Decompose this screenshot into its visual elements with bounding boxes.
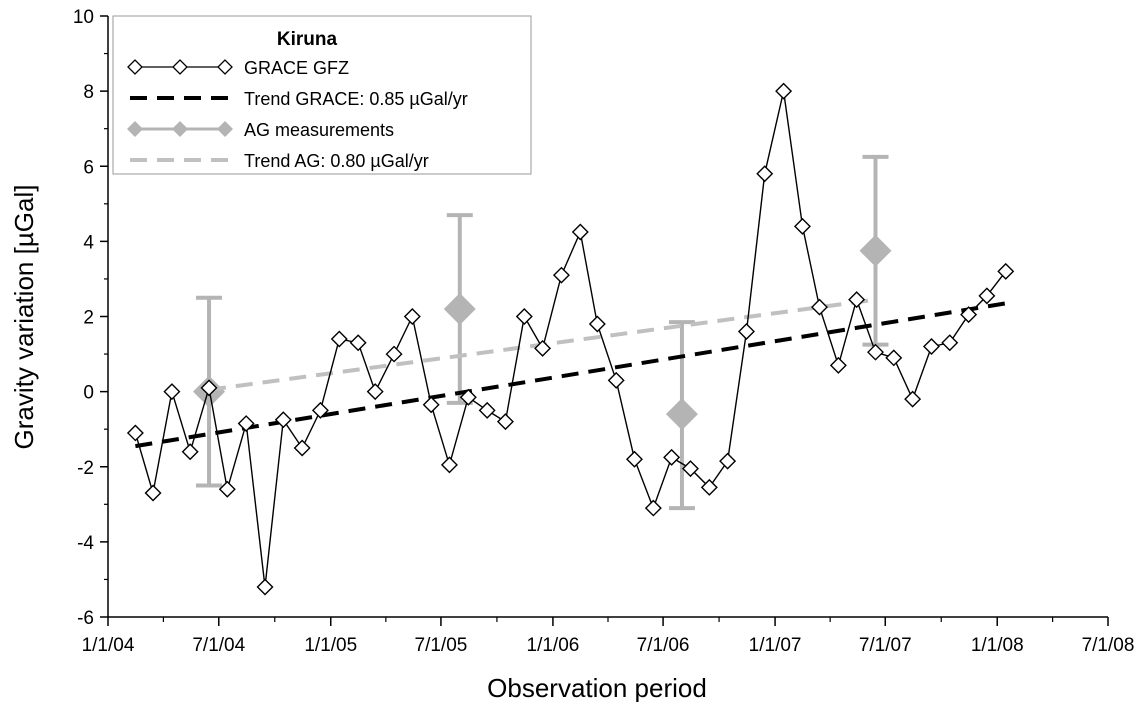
x-tick-label: 7/1/06 xyxy=(637,635,690,656)
x-tick-label: 1/1/07 xyxy=(749,635,802,656)
grace-point xyxy=(663,448,681,466)
axes-layer: -6 -4 -2 0 2 4 6 8 10 1/1/04 7/1/04 1/1/05 7/1/05 1/1… xyxy=(73,7,1135,656)
plot-layer xyxy=(126,82,1015,596)
grace-point xyxy=(478,401,496,419)
legend-label-grace: GRACE GFZ xyxy=(244,58,349,78)
grace-point xyxy=(181,443,199,461)
x-tick-label: 1/1/06 xyxy=(527,635,580,656)
grace-point xyxy=(422,396,440,414)
legend-entry-grace: GRACE GFZ xyxy=(127,58,349,78)
x-tick-label: 7/1/08 xyxy=(1082,635,1135,656)
grace-point xyxy=(385,345,403,363)
y-tick-label: 2 xyxy=(83,308,94,329)
ag-point xyxy=(443,292,476,325)
x-tick-label: 7/1/05 xyxy=(415,635,468,656)
grace-point xyxy=(607,371,625,389)
grace-point xyxy=(200,379,218,397)
x-tick-label: 1/1/05 xyxy=(304,635,357,656)
grace-point xyxy=(811,298,828,316)
y-tick-label: 0 xyxy=(83,383,94,404)
legend-entry-trend-grace: Trend GRACE: 0.85 µGal/yr xyxy=(130,89,468,109)
y-tick-label: -6 xyxy=(77,608,94,629)
grace-point xyxy=(330,330,348,348)
grace-point xyxy=(256,578,274,596)
grace-point xyxy=(163,383,181,401)
grace-point xyxy=(960,306,978,324)
grace-point xyxy=(644,499,662,517)
y-tick-label: 6 xyxy=(83,157,94,178)
x-tick-label: 7/1/04 xyxy=(192,635,245,656)
grace-point xyxy=(775,82,793,100)
legend-label-ag: AG measurements xyxy=(244,120,394,140)
legend: Kiruna GRACE GFZ Trend GRACE: 0.85 µGal/… xyxy=(112,15,532,175)
grace-point xyxy=(552,266,570,284)
grace-point xyxy=(681,460,699,478)
grace-point xyxy=(571,223,589,241)
grace-point xyxy=(274,411,292,429)
grace-point xyxy=(737,323,755,341)
grace-point xyxy=(311,401,329,419)
grace-point xyxy=(867,343,884,361)
legend-label-trend-grace: Trend GRACE: 0.85 µGal/yr xyxy=(244,89,468,109)
grace-point xyxy=(941,334,959,352)
grace-point xyxy=(848,291,866,309)
grace-point xyxy=(459,388,477,406)
grace-point xyxy=(997,262,1015,280)
legend-entry-ag: AG measurements xyxy=(127,120,394,140)
legend-label-trend-ag: Trend AG: 0.80 µGal/yr xyxy=(244,151,429,171)
grace-point xyxy=(588,315,606,333)
grace-point xyxy=(625,450,643,468)
grace-point xyxy=(793,217,811,235)
x-tick-label: 1/1/08 xyxy=(971,635,1024,656)
grace-point xyxy=(440,456,458,474)
grace-point xyxy=(719,452,737,470)
grace-point xyxy=(218,480,236,498)
ag-point xyxy=(665,398,698,431)
grace-point xyxy=(237,415,255,433)
grace-point xyxy=(144,484,162,502)
grace-point xyxy=(349,334,367,352)
x-axis-label: Observation period xyxy=(487,673,707,702)
y-axis-label: Gravity variation [µGal] xyxy=(9,185,39,450)
grace-point xyxy=(126,424,144,442)
grace-point xyxy=(366,383,384,401)
grace-point xyxy=(534,339,552,357)
grace-point xyxy=(700,478,718,496)
x-tick-label: 7/1/07 xyxy=(859,635,912,656)
grace-point xyxy=(293,439,311,457)
grace-point xyxy=(403,308,421,325)
grace-point xyxy=(756,165,774,183)
y-tick-label: 10 xyxy=(73,7,94,28)
grace-point xyxy=(978,287,996,305)
x-tick-label: 1/1/04 xyxy=(82,635,135,656)
legend-title: Kiruna xyxy=(277,29,338,50)
y-tick-label: 8 xyxy=(83,82,94,103)
y-tick-label: 4 xyxy=(83,232,94,253)
y-tick-label: -2 xyxy=(77,458,94,479)
grace-point xyxy=(829,356,847,374)
y-tick-label: -4 xyxy=(77,533,94,554)
grace-point xyxy=(904,390,922,408)
grace-point xyxy=(496,413,514,431)
grace-point xyxy=(515,308,533,325)
grace-series-line xyxy=(134,90,1007,588)
legend-box xyxy=(112,15,532,175)
ag-point xyxy=(859,234,892,267)
grace-point xyxy=(885,349,903,367)
grace-point xyxy=(923,338,940,356)
legend-entry-trend-ag: Trend AG: 0.80 µGal/yr xyxy=(130,151,429,171)
